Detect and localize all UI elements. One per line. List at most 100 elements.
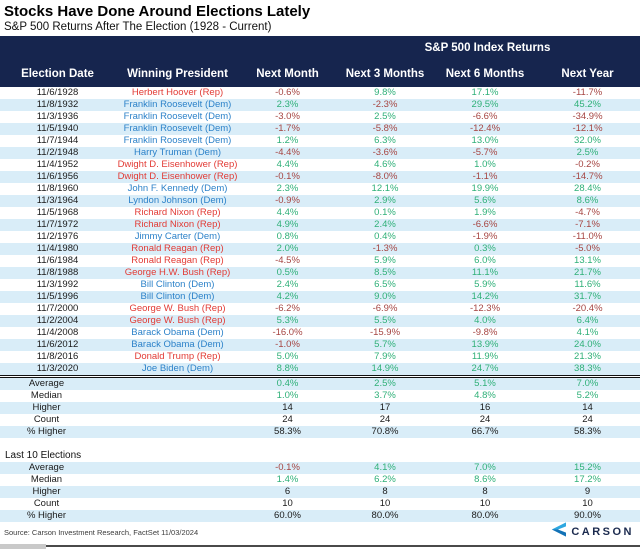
table-row: 11/8/1932 Franklin Roosevelt (Dem) 2.3% -2.… <box>0 99 640 111</box>
return-cell: 29.5% <box>471 99 499 110</box>
return-cell: 5.7% <box>374 339 396 350</box>
return-cell: -9.8% <box>472 327 498 338</box>
return-cell: 21.3% <box>574 351 601 362</box>
return-cell: 1.2% <box>276 135 299 146</box>
return-cell: 8.5% <box>374 267 396 278</box>
return-cell: -7.1% <box>575 219 600 230</box>
return-cell: 14.2% <box>471 291 499 302</box>
return-cell: 0.1% <box>374 207 396 218</box>
return-cell: 4.2% <box>276 291 299 302</box>
stat-label-cell: Higher <box>32 402 61 413</box>
column-header-next-month: Next Month <box>256 67 319 80</box>
stat-value-cell: 2.5% <box>374 378 396 389</box>
table-row: 11/4/1980 Ronald Reagan (Rep) 2.0% -1.3% 0.3… <box>0 243 640 255</box>
return-cell: -6.9% <box>372 303 398 314</box>
return-cell: 12.1% <box>371 183 399 194</box>
return-cell: 21.7% <box>574 267 601 278</box>
empty-cell <box>115 462 240 474</box>
empty-cell <box>115 402 240 414</box>
table-row: 11/2/1976 Jimmy Carter (Dem) 0.8% 0.4% -1.9%… <box>0 231 640 243</box>
empty-cell <box>115 474 240 486</box>
president-cell: Dwight D. Eisenhower (Rep) <box>117 171 238 182</box>
return-cell: 0.3% <box>474 243 496 254</box>
stat-value-cell: 3.7% <box>374 390 396 401</box>
return-cell: 8.8% <box>276 363 299 374</box>
president-cell: Franklin Roosevelt (Dem) <box>123 99 232 110</box>
stat-value-cell: 8 <box>482 486 488 497</box>
president-cell: Ronald Reagan (Rep) <box>131 255 224 266</box>
stat-label-cell: Average <box>28 378 65 389</box>
return-cell: -11.7% <box>572 87 603 98</box>
return-cell: 4.1% <box>576 327 599 338</box>
carson-logo: CARSON <box>550 522 634 542</box>
table-header: S&P 500 Index Returns Election Date Winn… <box>0 36 640 87</box>
president-cell: John F. Kennedy (Dem) <box>127 183 228 194</box>
election-date-cell: 11/5/1940 <box>36 123 79 134</box>
summary-divider <box>0 375 640 378</box>
table-row: 11/3/1964 Lyndon Johnson (Dem) -0.9% 2.9% 5.… <box>0 195 640 207</box>
election-date-cell: 11/8/1960 <box>36 183 79 194</box>
president-cell: George W. Bush (Rep) <box>129 303 226 314</box>
stat-value-cell: 24 <box>582 414 593 425</box>
stat-value-cell: 7.0% <box>474 462 496 473</box>
empty-cell <box>115 414 240 426</box>
stat-value-cell: 10 <box>479 498 491 509</box>
return-cell: 2.9% <box>374 195 396 206</box>
stat-value-cell: 70.8% <box>371 426 399 437</box>
empty-cell <box>115 378 240 390</box>
return-cell: 1.9% <box>474 207 496 218</box>
table-row: 11/6/2012 Barack Obama (Dem) -1.0% 5.7% 13.9… <box>0 339 640 351</box>
president-cell: Bill Clinton (Dem) <box>140 279 215 290</box>
president-cell: Franklin Roosevelt (Dem) <box>123 123 232 134</box>
election-date-cell: 11/6/2012 <box>36 339 79 350</box>
bottom-divider-light-segment <box>0 544 46 549</box>
return-cell: 2.4% <box>374 219 396 230</box>
return-cell: 2.0% <box>276 243 299 254</box>
table-row: 11/4/1952 Dwight D. Eisenhower (Rep) 4.4% 4… <box>0 159 640 171</box>
return-cell: 4.4% <box>276 159 299 170</box>
summary-row: Count 24 24 24 24 <box>0 414 640 426</box>
stat-value-cell: 60.0% <box>274 510 301 521</box>
return-cell: 17.1% <box>471 87 499 98</box>
president-cell: Joe Biden (Dem) <box>141 363 214 374</box>
summary-row: Higher 6 8 8 9 <box>0 486 640 498</box>
return-cell: -4.4% <box>275 147 300 158</box>
return-cell: 6.5% <box>374 279 396 290</box>
return-cell: -5.7% <box>472 147 498 158</box>
table-row: 11/4/2008 Barack Obama (Dem) -16.0% -15.9% -… <box>0 327 640 339</box>
election-date-cell: 11/5/1996 <box>36 291 79 302</box>
return-cell: 19.9% <box>471 183 499 194</box>
election-date-cell: 11/6/1984 <box>36 255 79 266</box>
return-cell: -4.7% <box>575 207 600 218</box>
election-date-cell: 11/5/1968 <box>36 207 79 218</box>
summary-row: % Higher 58.3% 70.8% 66.7% 58.3% <box>0 426 640 438</box>
return-cell: 45.2% <box>574 99 601 110</box>
table-row: 11/6/1928 Herbert Hoover (Rep) -0.6% 9.8% 17… <box>0 87 640 99</box>
group-header-row: S&P 500 Index Returns <box>0 36 640 60</box>
return-cell: 2.3% <box>276 183 299 194</box>
table-row: 11/3/1936 Franklin Roosevelt (Dem) -3.0% 2.… <box>0 111 640 123</box>
return-cell: 5.6% <box>474 195 496 206</box>
table-row: 11/6/1956 Dwight D. Eisenhower (Rep) -0.1%… <box>0 171 640 183</box>
return-cell: -16.0% <box>272 327 303 338</box>
stat-value-cell: 17 <box>379 402 391 413</box>
president-cell: Lyndon Johnson (Dem) <box>128 195 227 206</box>
table-row: 11/8/1988 George H.W. Bush (Rep) 0.5% 8.5% 1… <box>0 267 640 279</box>
return-cell: 5.5% <box>374 315 396 326</box>
table-row: 11/8/2016 Donald Trump (Rep) 5.0% 7.9% 11.9%… <box>0 351 640 363</box>
column-header-next-3-months: Next 3 Months <box>345 67 425 80</box>
return-cell: 38.3% <box>574 363 601 374</box>
table-row: 11/5/1968 Richard Nixon (Rep) 4.4% 0.1% 1.9%… <box>0 207 640 219</box>
summary-row: Average 0.4% 2.5% 5.1% 7.0% <box>0 378 640 390</box>
title-block: Stocks Have Done Around Elections Lately… <box>0 0 640 34</box>
election-date-cell: 11/4/2008 <box>36 327 79 338</box>
stat-value-cell: 8.6% <box>474 474 496 485</box>
return-cell: -5.0% <box>575 243 600 254</box>
stat-value-cell: 58.3% <box>574 426 601 437</box>
return-cell: 9.8% <box>374 87 396 98</box>
footer: Source: Carson Investment Research, Fact… <box>0 521 640 543</box>
return-cell: -6.6% <box>472 111 498 122</box>
return-cell: -8.0% <box>372 171 398 182</box>
column-header-row: Election Date Winning President Next Mon… <box>0 60 640 87</box>
stat-value-cell: 6.2% <box>374 474 396 485</box>
